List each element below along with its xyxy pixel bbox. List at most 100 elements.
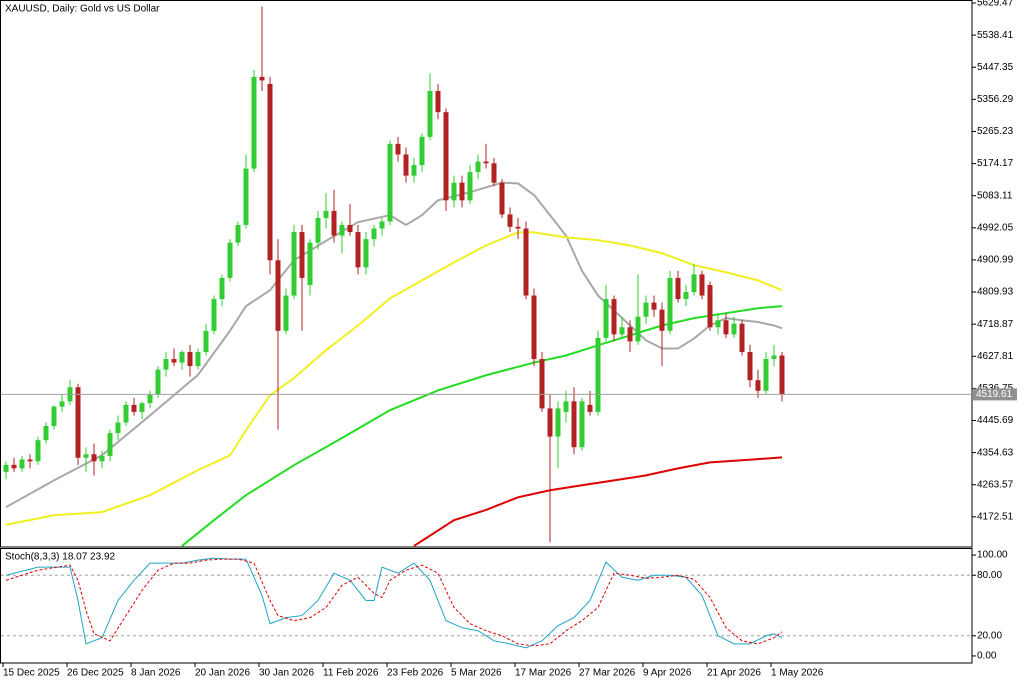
candle-body xyxy=(99,456,105,462)
x-tick-label: 20 Jan 2026 xyxy=(195,668,250,679)
y-tick-label: 80.00 xyxy=(977,570,1002,581)
candle-body xyxy=(395,143,401,155)
y-tick-label: 4172.51 xyxy=(977,511,1014,522)
candle-body xyxy=(363,239,369,268)
candle-body xyxy=(139,403,145,412)
candle-body xyxy=(59,401,65,407)
candle-body xyxy=(187,351,193,367)
candle-body xyxy=(675,277,681,300)
candle-body xyxy=(323,210,329,218)
candle-body xyxy=(331,210,337,236)
candle-body xyxy=(595,337,601,412)
candle-body xyxy=(155,369,161,395)
candle-body xyxy=(507,214,513,227)
stoch-panel-frame xyxy=(0,548,973,664)
candle-body xyxy=(659,309,665,331)
y-tick-label: 5083.11 xyxy=(977,190,1013,201)
y-tick-label: 5265.23 xyxy=(977,126,1014,137)
x-tick-label: 15 Dec 2025 xyxy=(3,668,60,679)
moving-average xyxy=(5,231,783,526)
moving-average xyxy=(413,456,783,547)
candle-body xyxy=(243,168,249,226)
candle-body xyxy=(131,404,137,412)
candle-body xyxy=(115,422,121,434)
candle-body xyxy=(43,426,49,441)
y-tick-label: 100.00 xyxy=(977,550,1008,561)
candle-body xyxy=(403,154,409,176)
candle-body xyxy=(315,217,321,243)
y-tick-label: 5174.17 xyxy=(977,158,1014,169)
stoch-title: Stoch(8,3,3) 18.07 23.92 xyxy=(5,552,116,563)
candle-body xyxy=(339,225,345,236)
last-price-label: 4519.61 xyxy=(976,389,1013,400)
candle-body xyxy=(747,351,753,381)
candle-body xyxy=(163,359,169,370)
candle-body xyxy=(579,401,585,448)
candle-body xyxy=(459,182,465,201)
candle-body xyxy=(267,83,273,261)
candle-body xyxy=(643,302,649,317)
candle-body xyxy=(523,228,529,296)
candle-body xyxy=(563,401,569,412)
candle-body xyxy=(75,387,81,458)
candle-body xyxy=(235,225,241,243)
candle-body xyxy=(651,302,657,310)
candle-body xyxy=(283,295,289,331)
candle-body xyxy=(555,408,561,437)
candle-body xyxy=(275,260,281,331)
candle-body xyxy=(203,330,209,352)
candle-body xyxy=(491,163,497,183)
candle-body xyxy=(355,232,361,268)
y-tick-label: 4445.69 xyxy=(977,415,1014,426)
candle-body xyxy=(467,172,473,201)
candle-body xyxy=(259,76,265,81)
candle-body xyxy=(107,433,113,457)
candle-body xyxy=(211,299,217,331)
candle-body xyxy=(571,401,577,448)
candle-body xyxy=(387,143,393,222)
candle-body xyxy=(755,380,761,391)
y-tick-label: 4354.63 xyxy=(977,447,1014,458)
candle-body xyxy=(35,440,41,462)
candle-body xyxy=(683,292,689,300)
y-tick-label: 20.00 xyxy=(977,630,1002,641)
candle-body xyxy=(27,459,33,462)
candle-body xyxy=(667,277,673,331)
candle-body xyxy=(195,351,201,367)
candle-body xyxy=(435,90,441,113)
candle-body xyxy=(499,182,505,215)
x-tick-label: 5 Mar 2026 xyxy=(451,668,502,679)
y-tick-label: 5538.41 xyxy=(977,30,1014,41)
stoch-signal-line xyxy=(5,558,783,647)
candle-body xyxy=(219,277,225,300)
candle-body xyxy=(11,464,17,469)
x-tick-label: 11 Feb 2026 xyxy=(323,668,379,679)
x-tick-label: 1 May 2026 xyxy=(771,668,824,679)
candle-body xyxy=(763,359,769,391)
candle-body xyxy=(603,299,609,338)
candle-body xyxy=(51,406,57,427)
candle-body xyxy=(475,161,481,173)
x-tick-label: 17 Mar 2026 xyxy=(515,668,572,679)
candle-body xyxy=(419,136,425,166)
candle-body xyxy=(379,221,385,229)
candle-body xyxy=(147,394,153,404)
candle-body xyxy=(83,454,89,458)
chart-title: XAUUSD, Daily: Gold vs US Dollar xyxy=(5,4,160,15)
y-tick-label: 5629.47 xyxy=(977,0,1014,9)
candle-body xyxy=(587,404,593,412)
y-tick-label: 0.00 xyxy=(977,651,997,662)
candle-body xyxy=(251,76,257,169)
candle-body xyxy=(611,299,617,335)
y-tick-label: 4263.57 xyxy=(977,479,1014,490)
candle-body xyxy=(91,454,97,462)
candle-body xyxy=(179,351,185,363)
candle-body xyxy=(371,228,377,240)
candle-body xyxy=(299,232,305,278)
candle-body xyxy=(707,284,713,328)
x-tick-label: 30 Jan 2026 xyxy=(259,668,314,679)
candle-body xyxy=(715,320,721,328)
